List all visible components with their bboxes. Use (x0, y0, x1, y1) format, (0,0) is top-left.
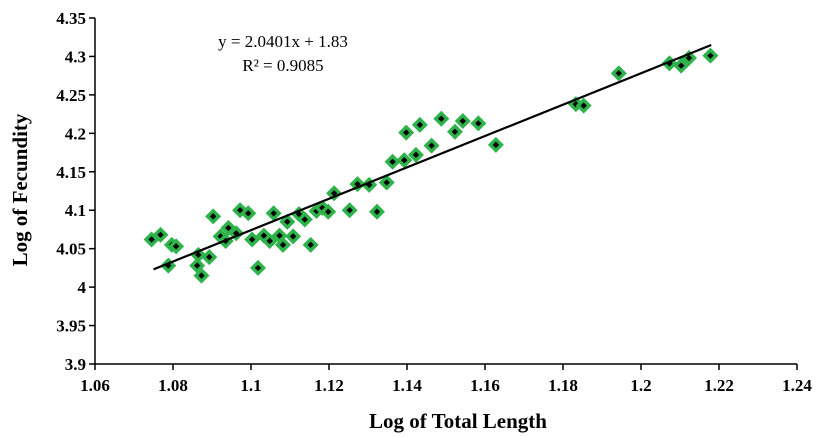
x-tick-label: 1.08 (158, 376, 188, 395)
data-point (433, 110, 450, 127)
data-point (285, 228, 302, 245)
y-tick-label: 4.3 (65, 47, 86, 66)
x-tick-label: 1.22 (704, 376, 734, 395)
data-point (201, 249, 218, 266)
y-tick-label: 4 (78, 278, 87, 297)
data-point (575, 97, 592, 114)
y-ticks: 3.9 3.95 4 4.05 4.1 4.15 4.2 4.25 4.3 4.35 (56, 9, 95, 374)
data-point (454, 113, 471, 130)
axes (94, 18, 797, 365)
data-points (143, 47, 719, 284)
data-point (250, 259, 267, 276)
x-tick-label: 1.18 (548, 376, 578, 395)
y-tick-label: 4.2 (65, 124, 86, 143)
x-tick-label: 1.06 (80, 376, 110, 395)
y-tick-label: 4.1 (65, 201, 86, 220)
x-tick-label: 1.24 (782, 376, 812, 395)
data-point (296, 211, 313, 228)
x-tick-label: 1.12 (314, 376, 344, 395)
data-point (378, 174, 395, 191)
data-point (265, 205, 282, 222)
x-tick-label: 1.1 (240, 376, 261, 395)
x-tick-label: 1.2 (630, 376, 651, 395)
data-point (423, 137, 440, 154)
x-tick-label: 1.14 (392, 376, 422, 395)
x-axis-title: Log of Total Length (369, 409, 547, 433)
y-tick-label: 4.15 (56, 163, 86, 182)
trendline-equation: y = 2.0401x + 1.83 (218, 32, 348, 51)
data-point (244, 231, 261, 248)
data-point (398, 124, 415, 141)
data-point (680, 49, 697, 66)
data-point (487, 136, 504, 153)
data-point (240, 205, 257, 222)
data-point (384, 153, 401, 170)
y-tick-label: 4.05 (56, 240, 86, 259)
data-point (320, 203, 337, 220)
data-point (341, 202, 358, 219)
y-tick-label: 4.25 (56, 86, 86, 105)
data-point (193, 267, 210, 284)
data-point (411, 116, 428, 133)
r-squared-label: R² = 0.9085 (242, 56, 323, 75)
data-point (274, 236, 291, 253)
data-point (610, 65, 627, 82)
data-point (470, 115, 487, 132)
data-point (368, 203, 385, 220)
x-ticks: 1.06 1.08 1.1 1.12 1.14 1.16 1.18 1.2 1.22 1.24 (80, 364, 812, 395)
data-point (407, 146, 424, 163)
data-point (302, 236, 319, 253)
data-point (205, 208, 222, 225)
data-point (702, 47, 719, 64)
data-point (446, 123, 463, 140)
trendline (153, 44, 712, 271)
data-point (168, 238, 185, 255)
data-point (396, 152, 413, 169)
y-tick-label: 4.35 (56, 9, 86, 28)
y-axis-title: Log of Fecundity (8, 113, 32, 266)
y-tick-label: 3.95 (56, 317, 86, 336)
x-tick-label: 1.16 (470, 376, 500, 395)
data-point (152, 226, 169, 243)
y-tick-label: 3.9 (65, 355, 86, 374)
